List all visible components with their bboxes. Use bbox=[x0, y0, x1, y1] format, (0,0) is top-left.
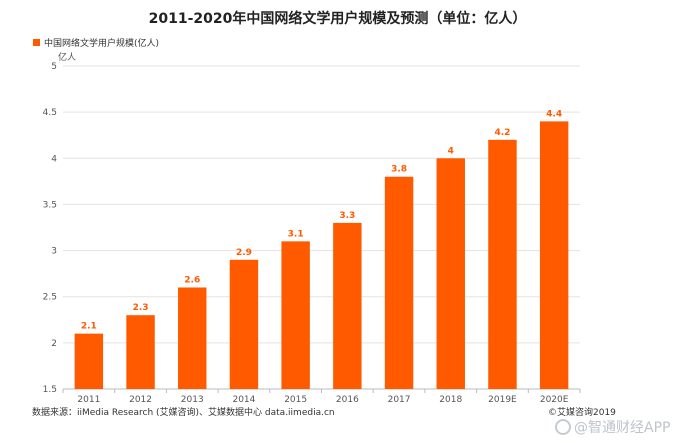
bar bbox=[74, 333, 104, 389]
y-tick-label: 1.5 bbox=[43, 385, 57, 395]
x-tick-label: 2012 bbox=[129, 395, 152, 405]
bar bbox=[539, 121, 569, 389]
x-tick-label: 2015 bbox=[284, 395, 307, 405]
copyright-note: ©艾媒咨询2019 bbox=[548, 408, 616, 418]
y-tick-label: 3 bbox=[51, 247, 57, 257]
watermark: @智通财经APP bbox=[555, 417, 670, 437]
x-tick-label: 2014 bbox=[232, 395, 255, 405]
bar bbox=[126, 315, 155, 389]
bar bbox=[178, 287, 207, 389]
bar bbox=[229, 259, 259, 389]
bar-data-label: 4.2 bbox=[494, 128, 510, 138]
watermark-logo-icon bbox=[555, 419, 571, 435]
y-tick-label: 4.5 bbox=[43, 108, 57, 118]
x-tick-label: 2013 bbox=[181, 395, 204, 405]
x-tick-label: 2017 bbox=[388, 395, 411, 405]
bar bbox=[436, 158, 465, 389]
bar bbox=[281, 241, 310, 389]
bar-data-label: 2.3 bbox=[133, 303, 149, 313]
x-tick-label: 2011 bbox=[77, 395, 100, 405]
x-tick-label: 2020E bbox=[540, 395, 569, 405]
bar-data-label: 2.1 bbox=[81, 322, 97, 332]
legend: 中国网络文学用户规模(亿人) bbox=[33, 36, 159, 49]
data-source-note: 数据来源：iiMedia Research (艾媒咨询)、艾媒数据中心 data… bbox=[32, 408, 335, 418]
bar-data-label: 3.3 bbox=[339, 211, 355, 221]
bar-data-label: 2.6 bbox=[184, 275, 200, 285]
x-tick-label: 2016 bbox=[336, 395, 359, 405]
chart-title: 2011-2020年中国网络文学用户规模及预测（单位：亿人） bbox=[148, 11, 527, 27]
x-tick-label: 2019E bbox=[488, 395, 517, 405]
bar-data-label: 4 bbox=[448, 146, 454, 156]
bar-data-label: 4.4 bbox=[546, 109, 562, 119]
watermark-text: @智通财经APP bbox=[574, 420, 671, 436]
bar-data-label: 3.8 bbox=[391, 165, 407, 175]
bar bbox=[488, 139, 517, 389]
y-tick-label: 2.5 bbox=[43, 293, 57, 303]
y-tick-label: 2 bbox=[51, 339, 57, 349]
y-tick-label: 3.5 bbox=[43, 200, 57, 210]
legend-swatch bbox=[33, 39, 40, 46]
bar-data-label: 3.1 bbox=[288, 229, 304, 239]
y-axis-unit-label: 亿人 bbox=[58, 53, 77, 63]
legend-label: 中国网络文学用户规模(亿人) bbox=[44, 39, 160, 49]
bar-data-label: 2.9 bbox=[236, 248, 252, 258]
bar bbox=[333, 222, 362, 389]
bar bbox=[384, 176, 414, 389]
x-tick-label: 2018 bbox=[439, 395, 462, 405]
y-tick-label: 5 bbox=[51, 62, 57, 72]
y-tick-label: 4 bbox=[51, 154, 57, 164]
